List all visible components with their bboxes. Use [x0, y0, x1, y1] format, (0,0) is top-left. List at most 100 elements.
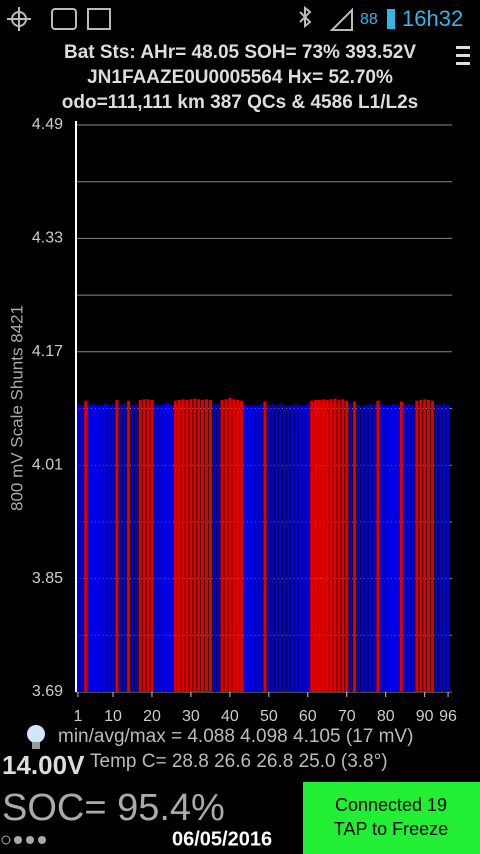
bar [95, 405, 99, 692]
button-text[interactable]: Connected 19 [335, 795, 447, 815]
bar [181, 399, 185, 692]
bar [123, 403, 127, 692]
bar [391, 404, 396, 692]
bar [115, 399, 119, 692]
bar [84, 400, 88, 692]
bar [333, 398, 337, 692]
bar [130, 404, 135, 692]
x-tick-label: 40 [221, 708, 239, 725]
bar [364, 404, 368, 692]
bar [360, 405, 364, 692]
bar [329, 399, 333, 692]
soc: SOC= 95.4% [2, 787, 225, 829]
bar [185, 399, 189, 692]
x-tick-label: 20 [143, 708, 161, 725]
bar [236, 399, 240, 692]
connect-button[interactable] [303, 782, 480, 854]
bar [247, 405, 251, 692]
bar [208, 399, 212, 692]
date: 06/05/2016 [172, 828, 272, 850]
bar [103, 403, 107, 692]
bar [80, 404, 84, 692]
bulb-icon [27, 725, 45, 749]
x-tick-label: 50 [260, 708, 278, 725]
bar [154, 404, 158, 692]
bar [271, 404, 275, 692]
bar [321, 399, 325, 692]
bar [138, 399, 142, 692]
bar [197, 399, 201, 692]
bar [314, 399, 318, 692]
bar [119, 404, 123, 692]
bar [442, 404, 446, 692]
bar [201, 399, 205, 692]
bar [99, 404, 103, 692]
bar [407, 404, 411, 692]
bar [419, 399, 423, 692]
bar [368, 404, 372, 692]
bar [165, 403, 170, 692]
y-tick-label: 4.49 [32, 116, 63, 133]
y-tick-label: 4.33 [32, 230, 63, 247]
menu-button[interactable] [456, 46, 470, 65]
clock: 16h32 [402, 6, 463, 31]
bar [162, 404, 166, 692]
bar [169, 404, 174, 692]
bar [193, 398, 197, 692]
x-tick-label: 90 [416, 708, 434, 725]
bar [294, 404, 298, 692]
bar [243, 404, 248, 692]
bar [380, 404, 384, 692]
bar [403, 404, 407, 692]
bar [345, 400, 349, 692]
bar [228, 397, 232, 692]
bar [395, 404, 399, 692]
bar [267, 404, 271, 692]
bar [204, 399, 209, 692]
bar [376, 400, 380, 692]
bar [224, 399, 228, 692]
bar [290, 404, 294, 692]
bar [146, 399, 150, 692]
bar [372, 404, 376, 692]
bar [263, 401, 267, 692]
battery-level: 88 [360, 11, 378, 28]
bar [216, 404, 220, 692]
bar [438, 404, 442, 692]
header-line: Bat Sts: AHr= 48.05 SOH= 73% 393.52V [64, 42, 416, 63]
bar [212, 403, 216, 692]
x-tick-label: 96 [439, 708, 457, 725]
bar [91, 404, 96, 692]
bar [240, 400, 244, 692]
bar [399, 401, 403, 692]
bar [275, 404, 279, 692]
x-tick-label: 60 [299, 708, 317, 725]
bar [446, 404, 450, 692]
x-tick-label: 30 [182, 708, 200, 725]
temperatures: Temp C= 28.8 26.6 26.8 25.0 (3.8°) [90, 751, 388, 772]
bar [434, 404, 438, 692]
bar [150, 399, 154, 692]
plot: 4.49 4.33 4.17 4.01 3.85 3.69 1 10 20 30 40 50 60 70 8… [32, 116, 457, 725]
bar [384, 404, 388, 692]
bar [76, 404, 80, 692]
bar [158, 404, 162, 692]
button-text[interactable]: TAP to Freeze [334, 819, 448, 839]
y-tick-label: 3.69 [32, 683, 63, 700]
bar [189, 399, 193, 692]
bar [255, 405, 259, 692]
bar [430, 400, 435, 692]
bar [88, 404, 92, 692]
y-tick-label: 4.01 [32, 456, 63, 473]
x-tick-label: 80 [377, 708, 395, 725]
status-icons [7, 5, 395, 31]
bar [111, 404, 115, 692]
x-tick-label: 10 [104, 708, 122, 725]
bar [107, 404, 111, 692]
x-tick-label: 70 [338, 708, 356, 725]
bar [411, 404, 415, 692]
bar [173, 400, 177, 692]
bar [298, 404, 302, 692]
bar [286, 405, 290, 692]
